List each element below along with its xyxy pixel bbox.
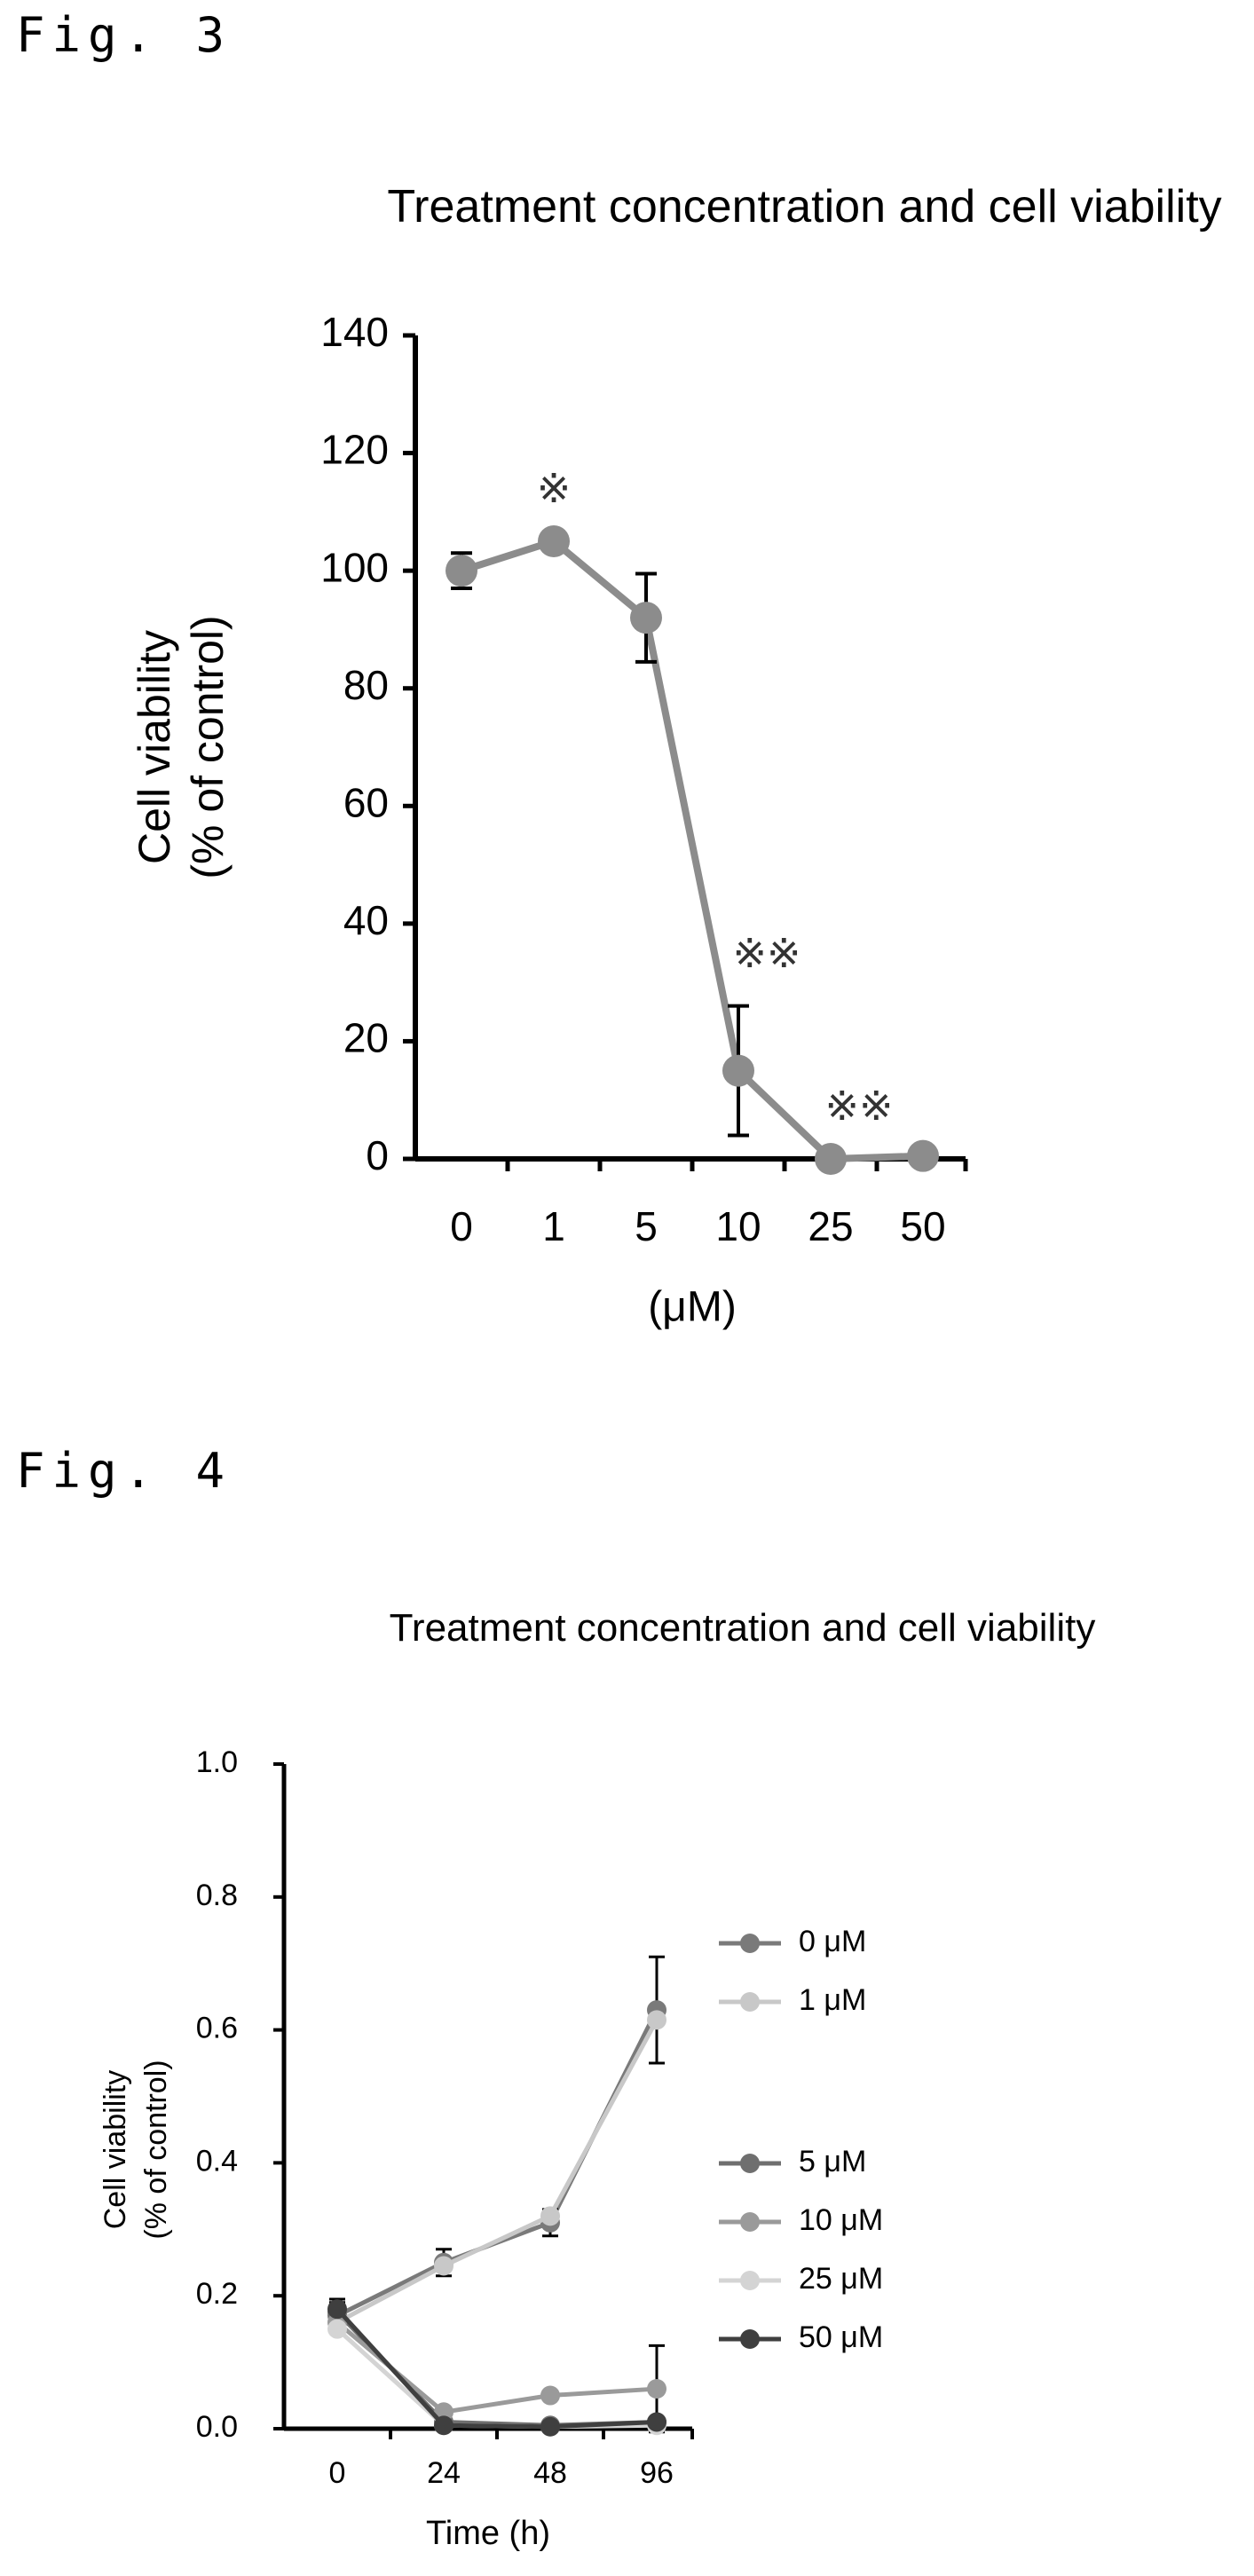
fig3-y-tick-label: 120 <box>320 427 389 473</box>
fig3-x-axis-label: (μM) <box>648 1284 737 1331</box>
fig4-series-line <box>335 2307 658 2430</box>
fig3-data-point <box>722 1054 754 1087</box>
fig3-data-point <box>907 1139 939 1172</box>
figure-3-label: Fig. 3 <box>16 7 233 63</box>
fig4-data-point <box>647 2010 666 2030</box>
fig3-x-tick-label: 1 <box>542 1203 565 1249</box>
fig3-data-point <box>815 1143 847 1175</box>
fig3-y-tick-label: 140 <box>320 309 389 355</box>
figure-4-label: Fig. 4 <box>16 1443 233 1499</box>
fig4-legend-swatch-marker <box>740 2154 760 2173</box>
fig4-legend-label: 1 μM <box>799 1983 866 2017</box>
fig4-x-tick-label: 0 <box>329 2456 346 2490</box>
fig3-y-axis-label-line2: (% of control) <box>183 615 233 878</box>
figure-4-title: Treatment concentration and cell viabili… <box>389 1606 1096 1650</box>
fig3-significance-marker: ※※ <box>732 930 801 976</box>
fig4-x-tick-label: 24 <box>427 2456 461 2490</box>
fig4-series-line <box>335 2320 658 2415</box>
fig4-data-point <box>540 2416 560 2437</box>
fig3-data-point <box>630 602 662 634</box>
fig3-y-tick-label: 60 <box>343 779 389 825</box>
fig4-legend-label: 25 μM <box>799 2262 883 2296</box>
fig3-x-tick-label: 25 <box>808 1203 853 1249</box>
fig4-y-tick-label: 0.4 <box>196 2144 238 2178</box>
fig4-x-tick-label: 96 <box>640 2456 674 2490</box>
fig3-y-tick-label: 40 <box>343 897 389 943</box>
fig3-significance-marker: ※ <box>537 465 572 511</box>
fig4-legend-label: 0 μM <box>799 1925 866 1958</box>
fig4-data-point <box>647 2412 666 2432</box>
fig3-y-axis-label-line1: Cell viability <box>130 630 179 864</box>
fig4-y-tick-label: 0.6 <box>196 2012 238 2045</box>
fig4-legend-label: 50 μM <box>799 2320 883 2354</box>
fig4-legend-swatch-marker <box>740 2271 760 2290</box>
fig4-data-point <box>327 2299 347 2320</box>
fig4-x-axis-label: Time (h) <box>426 2515 550 2552</box>
fig3-series-line <box>460 537 924 1163</box>
fig4-data-point <box>540 2206 560 2226</box>
fig3-x-tick-label: 50 <box>900 1203 945 1249</box>
fig4-legend-label: 10 μM <box>799 2203 883 2237</box>
fig4-series-line <box>335 2327 658 2430</box>
fig4-data-point <box>647 2379 666 2399</box>
fig3-y-tick-label: 20 <box>343 1015 389 1061</box>
fig4-series-line <box>335 2009 659 2318</box>
fig3-significance-marker: ※※ <box>824 1083 893 1129</box>
fig3-x-tick-label: 10 <box>715 1203 761 1249</box>
fig4-x-tick-label: 48 <box>533 2456 567 2490</box>
fig3-y-tick-label: 100 <box>320 544 389 590</box>
fig4-y-tick-label: 0.8 <box>196 1879 238 1912</box>
fig4-y-tick-label: 1.0 <box>196 1745 238 1779</box>
fig4-legend-swatch-marker <box>740 1992 760 2012</box>
fig4-y-tick-label: 0.0 <box>196 2410 238 2444</box>
fig4-data-point <box>434 2415 453 2436</box>
fig3-y-tick-label: 0 <box>366 1132 389 1178</box>
fig4-series-line <box>335 2311 658 2428</box>
fig4-data-point <box>434 2256 453 2276</box>
fig3-x-tick-label: 5 <box>635 1203 658 1249</box>
fig4-y-axis-label-line1: Cell viability <box>99 2070 132 2230</box>
fig3-x-tick-label: 0 <box>450 1203 473 1249</box>
fig4-y-tick-label: 0.2 <box>196 2277 238 2311</box>
figure-3-title: Treatment concentration and cell viabili… <box>387 181 1222 232</box>
fig4-data-point <box>327 2319 347 2339</box>
fig3-data-point <box>538 525 570 557</box>
fig4-data-point <box>540 2385 560 2406</box>
fig4-legend-label: 5 μM <box>799 2145 866 2178</box>
fig3-data-point <box>446 555 477 587</box>
fig4-legend-swatch-marker <box>740 2329 760 2349</box>
fig4-legend-swatch-marker <box>740 1934 760 1953</box>
fig3-y-tick-label: 80 <box>343 662 389 708</box>
fig4-series-line <box>335 2019 659 2325</box>
fig4-y-axis-label-line2: (% of control) <box>139 2060 173 2239</box>
fig4-legend-swatch-marker <box>740 2212 760 2232</box>
